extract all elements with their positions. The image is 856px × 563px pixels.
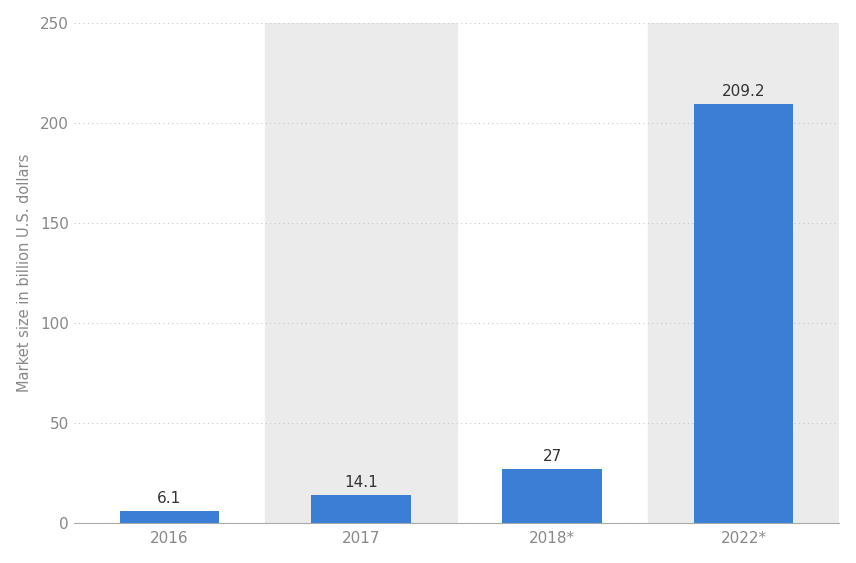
Text: 6.1: 6.1 (158, 491, 181, 506)
Bar (120, 511, 219, 523)
Text: 27: 27 (543, 449, 562, 464)
Bar (648, 23, 840, 523)
Text: 209.2: 209.2 (722, 84, 765, 99)
Bar (311, 495, 411, 523)
Text: 14.1: 14.1 (344, 475, 377, 490)
Y-axis label: Market size in billion U.S. dollars: Market size in billion U.S. dollars (16, 154, 32, 392)
Bar (502, 469, 602, 523)
Bar (265, 23, 456, 523)
Bar (694, 104, 794, 523)
